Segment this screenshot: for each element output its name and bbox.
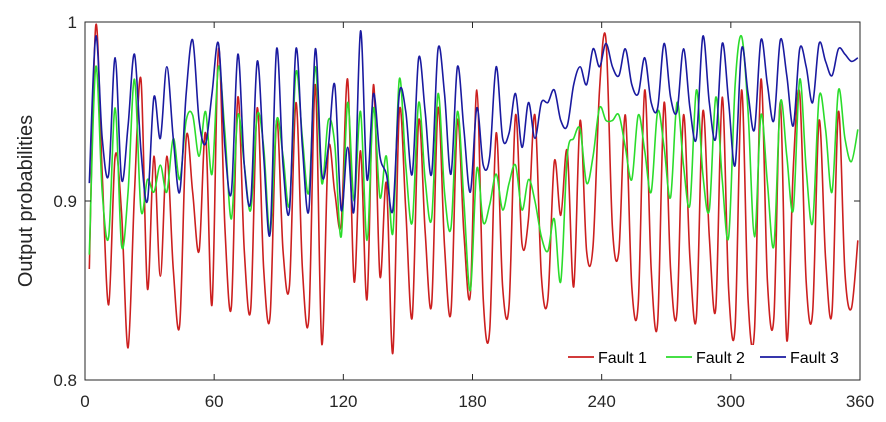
x-tick-label: 0	[80, 392, 89, 411]
series-line-fault-2	[88, 34, 859, 292]
axes-layer	[84, 21, 861, 381]
legend-background	[564, 345, 858, 369]
series-line-fault-1	[88, 23, 859, 354]
legend-label-fault-3: Fault 3	[790, 350, 839, 367]
y-tick-label: 0.9	[53, 192, 77, 211]
y-axis-label: Output probabilities	[15, 115, 37, 287]
labels-layer: 0 60 120 180 240 300 360 0.8 0.9 1 Output probabil…	[15, 13, 874, 411]
x-tick-label: 180	[458, 392, 486, 411]
x-tick-label: 300	[717, 392, 745, 411]
x-tick-label: 60	[205, 392, 224, 411]
x-tick-label: 360	[846, 392, 874, 411]
x-tick-label: 240	[587, 392, 615, 411]
legend-label-fault-2: Fault 2	[696, 350, 745, 367]
y-tick-label: 0.8	[53, 371, 77, 390]
legend: Fault 1 Fault 2 Fault 3	[564, 345, 858, 369]
series-layer	[88, 23, 859, 354]
y-tick-label: 1	[68, 13, 77, 32]
x-tick-label: 120	[329, 392, 357, 411]
series-line-fault-3	[88, 30, 859, 237]
legend-label-fault-1: Fault 1	[598, 350, 647, 367]
